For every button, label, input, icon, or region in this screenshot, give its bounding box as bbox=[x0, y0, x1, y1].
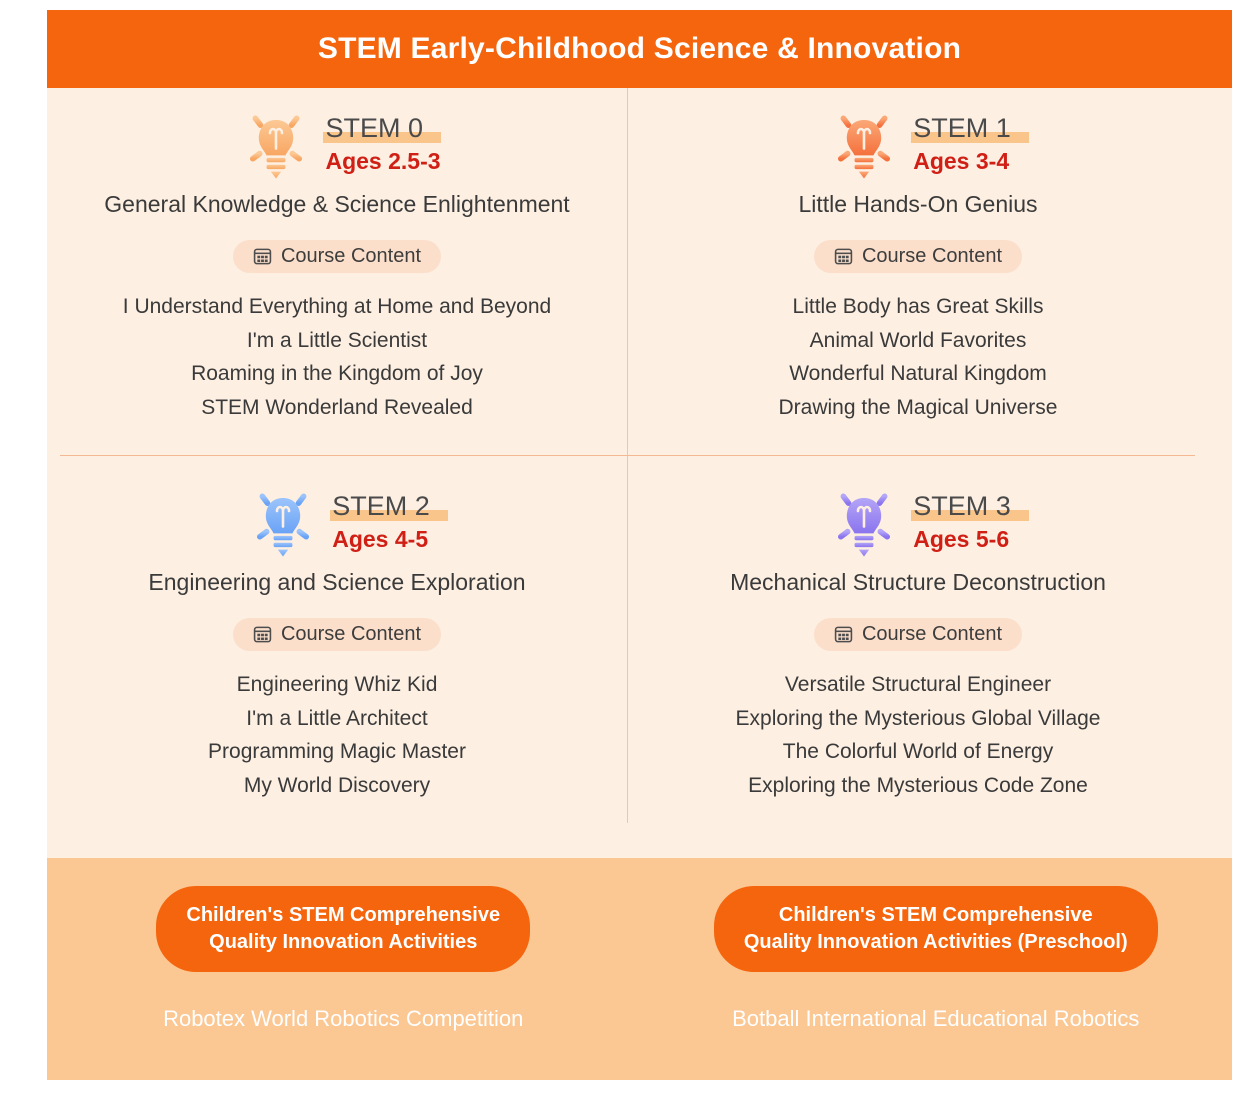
level-subtitle: Engineering and Science Exploration bbox=[148, 569, 526, 595]
horizontal-divider bbox=[60, 455, 1195, 456]
list-item: I'm a Little Scientist bbox=[246, 328, 428, 352]
list-item: Roaming in the Kingdom of Joy bbox=[191, 362, 483, 385]
course-content-label: Course Content bbox=[861, 245, 1003, 267]
list-item: My World Discovery bbox=[243, 773, 431, 797]
level-title: STEM 3 bbox=[911, 491, 1029, 521]
grid-icon bbox=[834, 626, 853, 643]
list-item: Little Body has Great Skills bbox=[792, 295, 1044, 318]
list-item: I Understand Everything at Home and Beyo… bbox=[122, 295, 552, 318]
list-item: Drawing the Magical Universe bbox=[778, 395, 1058, 419]
level-title-block-stem-2: STEM 2 Ages 4-5 bbox=[330, 491, 448, 555]
course-content-label: Course Content bbox=[280, 245, 422, 267]
footer-column-right: Children's STEM Comprehensive Quality In… bbox=[640, 858, 1233, 1080]
list-item: Animal World Favorites bbox=[809, 328, 1027, 352]
level-ages: Ages 3-4 bbox=[913, 148, 1010, 174]
page-title: STEM Early-Childhood Science & Innovatio… bbox=[317, 32, 962, 65]
course-content-badge[interactable]: Course Content bbox=[232, 240, 442, 273]
course-item-list: Little Body has Great Skills Animal Worl… bbox=[779, 290, 1058, 424]
level-card-stem-3[interactable]: STEM 3 Ages 5-6 Mechanical Structure Dec… bbox=[628, 466, 1208, 851]
level-title-block-stem-0: STEM 0 Ages 2.5-3 bbox=[323, 113, 441, 177]
level-title-block-stem-1: STEM 1 Ages 3-4 bbox=[911, 113, 1029, 177]
header-banner: STEM Early-Childhood Science & Innovatio… bbox=[47, 10, 1232, 88]
level-subtitle: General Knowledge & Science Enlightenmen… bbox=[104, 191, 570, 217]
level-card-stem-2[interactable]: STEM 2 Ages 4-5 Engineering and Science … bbox=[47, 466, 627, 851]
footer-note-left: Robotex World Robotics Competition bbox=[163, 1006, 524, 1031]
infographic-card: STEM Early-Childhood Science & Innovatio… bbox=[47, 10, 1232, 1080]
level-title: STEM 2 bbox=[330, 491, 448, 521]
course-content-badge[interactable]: Course Content bbox=[813, 240, 1023, 273]
grid-icon bbox=[253, 248, 272, 265]
course-item-list: Engineering Whiz Kid I'm a Little Archit… bbox=[208, 668, 466, 802]
list-item: Wonderful Natural Kingdom bbox=[789, 362, 1047, 385]
list-item: I'm a Little Architect bbox=[246, 706, 428, 730]
level-header-stem-2: STEM 2 Ages 4-5 bbox=[240, 478, 448, 568]
level-header-stem-3: STEM 3 Ages 5-6 bbox=[821, 478, 1029, 568]
lightbulb-icon bbox=[249, 484, 317, 557]
footer-column-left: Children's STEM Comprehensive Quality In… bbox=[47, 858, 640, 1080]
level-subtitle: Mechanical Structure Deconstruction bbox=[730, 569, 1106, 595]
footer-note-right: Botball International Educational Roboti… bbox=[732, 1006, 1140, 1031]
activities-button-left-line1: Children's STEM Comprehensive bbox=[186, 904, 501, 926]
level-ages: Ages 5-6 bbox=[913, 526, 1010, 552]
list-item: Exploring the Mysterious Code Zone bbox=[748, 773, 1088, 797]
activities-button-right-line1: Children's STEM Comprehensive bbox=[778, 904, 1093, 926]
list-item: Exploring the Mysterious Global Village bbox=[735, 706, 1101, 730]
levels-grid: STEM 0 Ages 2.5-3 General Knowledge & Sc… bbox=[47, 88, 1232, 858]
course-content-label: Course Content bbox=[280, 623, 422, 645]
level-ages: Ages 4-5 bbox=[332, 526, 429, 552]
level-title: STEM 1 bbox=[911, 113, 1029, 143]
lightbulb-icon bbox=[830, 484, 898, 557]
level-title-block-stem-3: STEM 3 Ages 5-6 bbox=[911, 491, 1029, 555]
level-header-stem-1: STEM 1 Ages 3-4 bbox=[821, 100, 1029, 190]
level-title-text: STEM 1 bbox=[913, 113, 1011, 143]
level-card-stem-1[interactable]: STEM 1 Ages 3-4 Little Hands-On Genius bbox=[628, 88, 1208, 473]
lightbulb-icon bbox=[830, 106, 898, 179]
level-title-text: STEM 0 bbox=[325, 113, 423, 143]
course-item-list: Versatile Structural Engineer Exploring … bbox=[736, 668, 1101, 802]
course-content-label: Course Content bbox=[861, 623, 1003, 645]
grid-icon bbox=[834, 248, 853, 265]
grid-icon bbox=[253, 626, 272, 643]
level-title-text: STEM 3 bbox=[913, 491, 1011, 521]
level-subtitle: Little Hands-On Genius bbox=[798, 191, 1038, 217]
course-item-list: I Understand Everything at Home and Beyo… bbox=[123, 290, 551, 424]
course-content-badge[interactable]: Course Content bbox=[813, 618, 1023, 651]
list-item: Engineering Whiz Kid bbox=[236, 673, 438, 696]
list-item: Programming Magic Master bbox=[208, 740, 466, 763]
level-title-text: STEM 2 bbox=[332, 491, 430, 521]
list-item: Versatile Structural Engineer bbox=[784, 673, 1052, 696]
footer-banner: Children's STEM Comprehensive Quality In… bbox=[47, 858, 1232, 1080]
list-item: The Colorful World of Energy bbox=[782, 740, 1054, 763]
activities-button-right-line2: Quality Innovation Activities (Preschool… bbox=[743, 931, 1128, 953]
level-card-stem-0[interactable]: STEM 0 Ages 2.5-3 General Knowledge & Sc… bbox=[47, 88, 627, 473]
level-ages: Ages 2.5-3 bbox=[325, 148, 441, 174]
course-content-badge[interactable]: Course Content bbox=[232, 618, 442, 651]
level-header-stem-0: STEM 0 Ages 2.5-3 bbox=[233, 100, 441, 190]
activities-button-right[interactable]: Children's STEM Comprehensive Quality In… bbox=[713, 886, 1158, 972]
level-title: STEM 0 bbox=[323, 113, 441, 143]
activities-button-left-line2: Quality Innovation Activities bbox=[209, 931, 478, 953]
activities-button-left[interactable]: Children's STEM Comprehensive Quality In… bbox=[156, 886, 531, 972]
list-item: STEM Wonderland Revealed bbox=[201, 395, 473, 419]
lightbulb-icon bbox=[242, 106, 311, 179]
